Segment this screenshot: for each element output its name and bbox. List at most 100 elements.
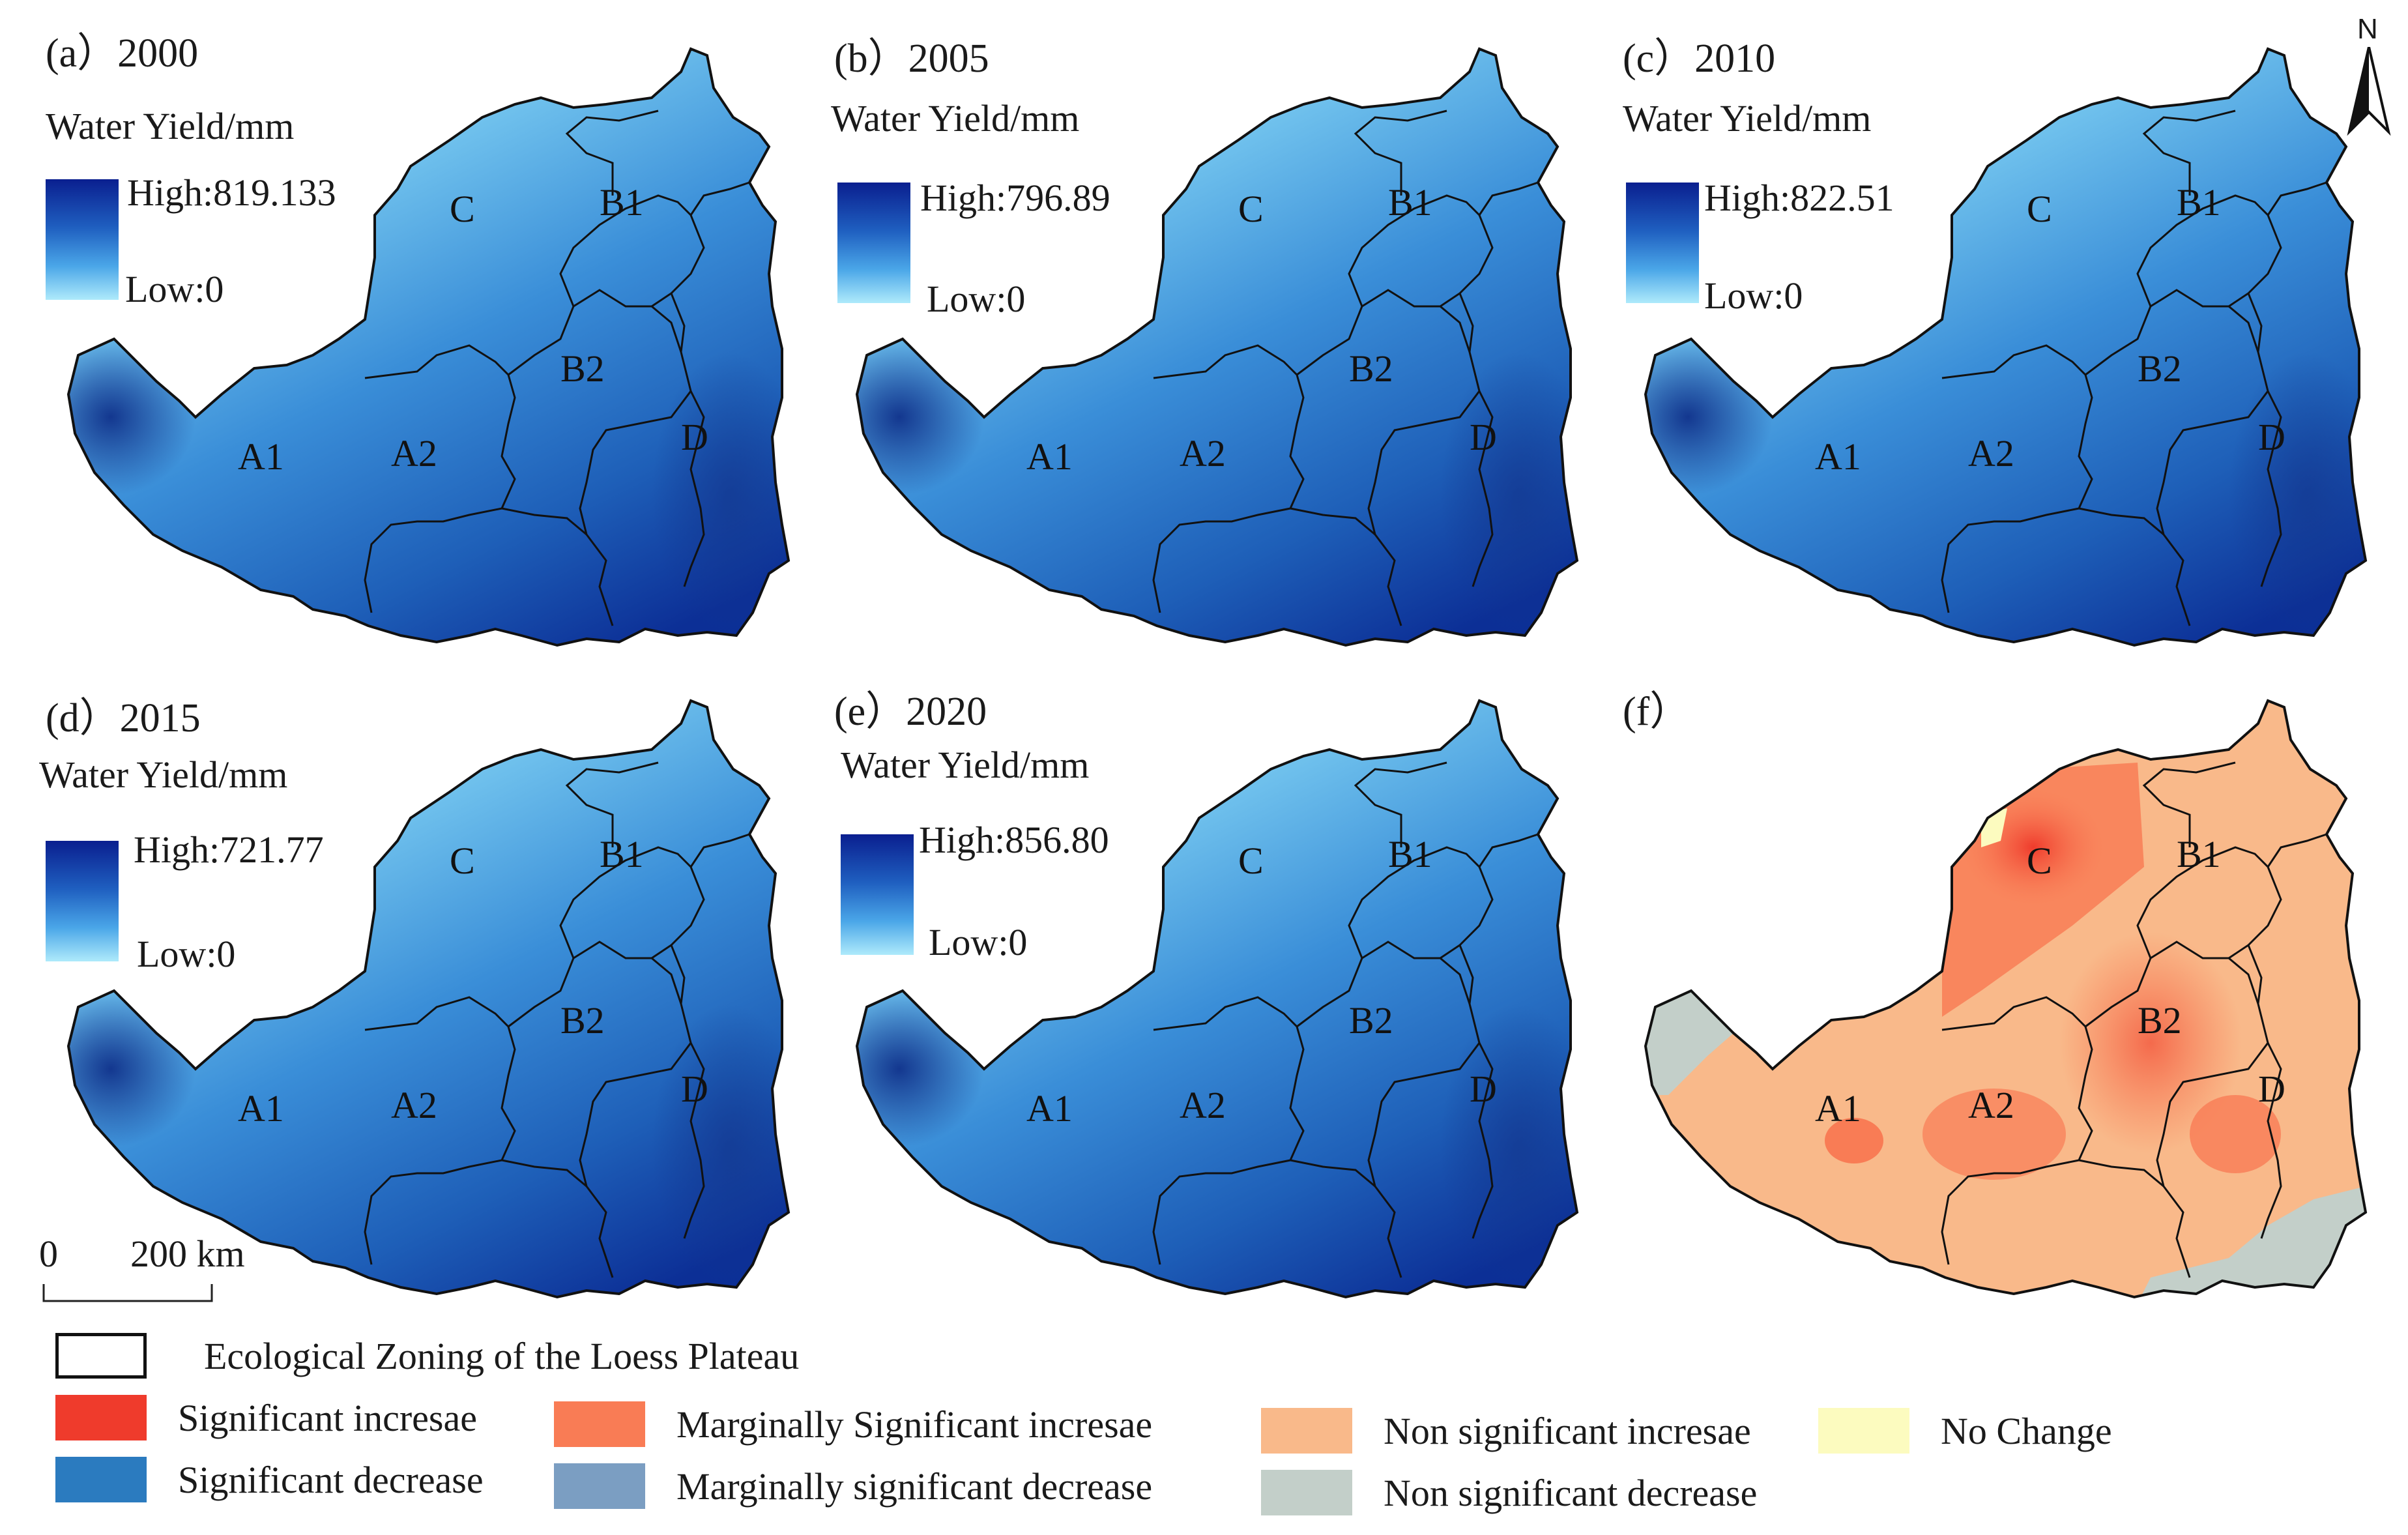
zone-label-d: D: [1470, 416, 1497, 458]
plateau-outline: [1644, 47, 2368, 647]
zone-label-a1: A1: [1815, 435, 1861, 478]
zone-label-b2: B2: [2138, 999, 2182, 1042]
zone-label-c: C: [2027, 840, 2052, 882]
marginal-increase-a1: [1825, 1118, 1883, 1163]
zone-label-d: D: [681, 416, 708, 458]
zone-boundary: [2260, 1042, 2282, 1239]
legend-swatch: [554, 1463, 645, 1509]
map-a: C B1 B2 A1 A2 D: [66, 47, 791, 647]
zone-label-d: D: [2258, 1068, 2285, 1110]
color-ramp-c: [1626, 183, 1699, 303]
legend-item: Significant decrease: [55, 1454, 484, 1506]
map-f: C B1 B2 A1 A2 D: [1644, 699, 2368, 1299]
legend-zoning: Ecological Zoning of the Loess Plateau: [55, 1330, 799, 1382]
zone-label-b1: B1: [2177, 181, 2221, 224]
zone-boundary: [689, 181, 750, 216]
zone-label-b2: B2: [560, 347, 605, 390]
zone-boundary: [1152, 344, 1305, 613]
zone-boundary: [2267, 833, 2327, 868]
zone-label-a1: A1: [1815, 1087, 1861, 1130]
legend-swatch: [1818, 1408, 1909, 1454]
legend-title-b: Water Yield/mm: [831, 97, 1080, 139]
legend-label: Non significant incresae: [1384, 1409, 1751, 1452]
high-yield-area-east: [2229, 352, 2366, 639]
zone-boundary: [1290, 507, 1376, 536]
zone-label-d: D: [681, 1068, 708, 1110]
zone-label-d: D: [1470, 1068, 1497, 1110]
zone-boundary: [1296, 289, 1481, 626]
legend-label: Marginally Significant incresae: [676, 1403, 1153, 1446]
zone-boundary: [2078, 507, 2164, 536]
ramp-low-b: Low:0: [927, 278, 1026, 320]
zone-boundary: [1348, 846, 1494, 959]
ramp-low-e: Low:0: [929, 921, 1028, 963]
zone-label-a1: A1: [1026, 435, 1073, 478]
scale-bar: 0 200 km: [33, 1232, 293, 1310]
color-ramp-e: [841, 834, 914, 955]
map-c: C B1 B2 A1 A2 D: [1644, 47, 2368, 647]
high-yield-area-west: [68, 339, 196, 495]
scale-distance: 200 km: [130, 1233, 245, 1275]
plateau-outline: [66, 699, 791, 1299]
ramp-high-a: High:819.133: [127, 171, 336, 214]
zone-label-b1: B1: [600, 181, 644, 224]
zone-label-b1: B1: [1388, 833, 1432, 875]
zone-boundary: [683, 1042, 705, 1239]
zone-label-a1: A1: [1026, 1087, 1073, 1130]
zone-boundary: [1472, 1042, 1494, 1239]
zone-label-b1: B1: [2177, 833, 2221, 875]
zone-boundary: [2142, 761, 2236, 847]
zone-boundary: [1478, 833, 1539, 868]
zone-boundary: [508, 289, 692, 626]
panel-label-f: (f）: [1623, 690, 1690, 734]
legend-title-a: Water Yield/mm: [46, 105, 295, 147]
panel-label-c: (c）2010: [1623, 37, 1776, 81]
panel-label-b: (b）2005: [834, 37, 989, 81]
high-yield-area-west: [857, 991, 984, 1147]
high-yield-area-east: [652, 1004, 789, 1291]
panel-e: C B1 B2 A1 A2 D (e）2020 Water Yield/mm High:8…: [789, 652, 1579, 1304]
zone-label-d: D: [2258, 416, 2285, 458]
panel-a: C B1 B2 A1 A2 D (a）2000 Water Yield/mm High:8…: [0, 0, 791, 652]
ramp-low-d: Low:0: [137, 933, 236, 975]
zone-boundary: [2085, 941, 2269, 1278]
high-yield-area-east: [1440, 1004, 1577, 1291]
zone-label-c: C: [450, 188, 475, 230]
zone-boundary: [1478, 181, 1539, 216]
zone-boundary: [2247, 944, 2263, 1004]
ramp-high-d: High:721.77: [134, 828, 324, 871]
zone-label-a2: A2: [1180, 1084, 1226, 1126]
legend-item: Marginally significant decrease: [554, 1460, 1152, 1512]
zone-boundary: [565, 110, 659, 196]
map-e: C B1 B2 A1 A2 D: [855, 699, 1579, 1299]
high-yield-area-west: [68, 991, 196, 1147]
zone-boundary: [1152, 996, 1305, 1265]
legend-swatch: [1261, 1470, 1352, 1515]
zone-boundary: [1941, 344, 2093, 613]
zone-label-b2: B2: [560, 999, 605, 1042]
legend-item: Marginally Significant incresae: [554, 1398, 1152, 1450]
zone-boundary: [364, 344, 516, 613]
zone-boundary: [1472, 390, 1494, 587]
panel-label-d: (d）2015: [46, 696, 201, 740]
legend-title-c: Water Yield/mm: [1623, 97, 1872, 139]
zone-boundary: [683, 390, 705, 587]
zone-label-b2: B2: [1349, 999, 1393, 1042]
zone-boundary: [670, 944, 686, 1004]
zone-boundary: [2142, 110, 2236, 196]
legend-item: No Change: [1818, 1405, 2112, 1457]
legend-zoning-swatch: [55, 1333, 147, 1379]
zone-label-c: C: [1238, 188, 1264, 230]
ramp-low-a: Low:0: [125, 268, 224, 310]
color-ramp-d: [46, 841, 119, 961]
panel-label-a: (a）2000: [46, 31, 199, 76]
legend-label: Non significant decrease: [1384, 1471, 1758, 1514]
zone-boundary: [2078, 1159, 2164, 1188]
zone-boundary: [2247, 293, 2263, 353]
legend-swatch: [1261, 1408, 1352, 1454]
map-b: C B1 B2 A1 A2 D: [855, 47, 1579, 647]
zone-boundary: [1296, 941, 1481, 1278]
legend-item: Non significant incresae: [1261, 1405, 1751, 1457]
ramp-high-b: High:796.89: [920, 177, 1110, 219]
legend-swatch: [554, 1401, 645, 1447]
